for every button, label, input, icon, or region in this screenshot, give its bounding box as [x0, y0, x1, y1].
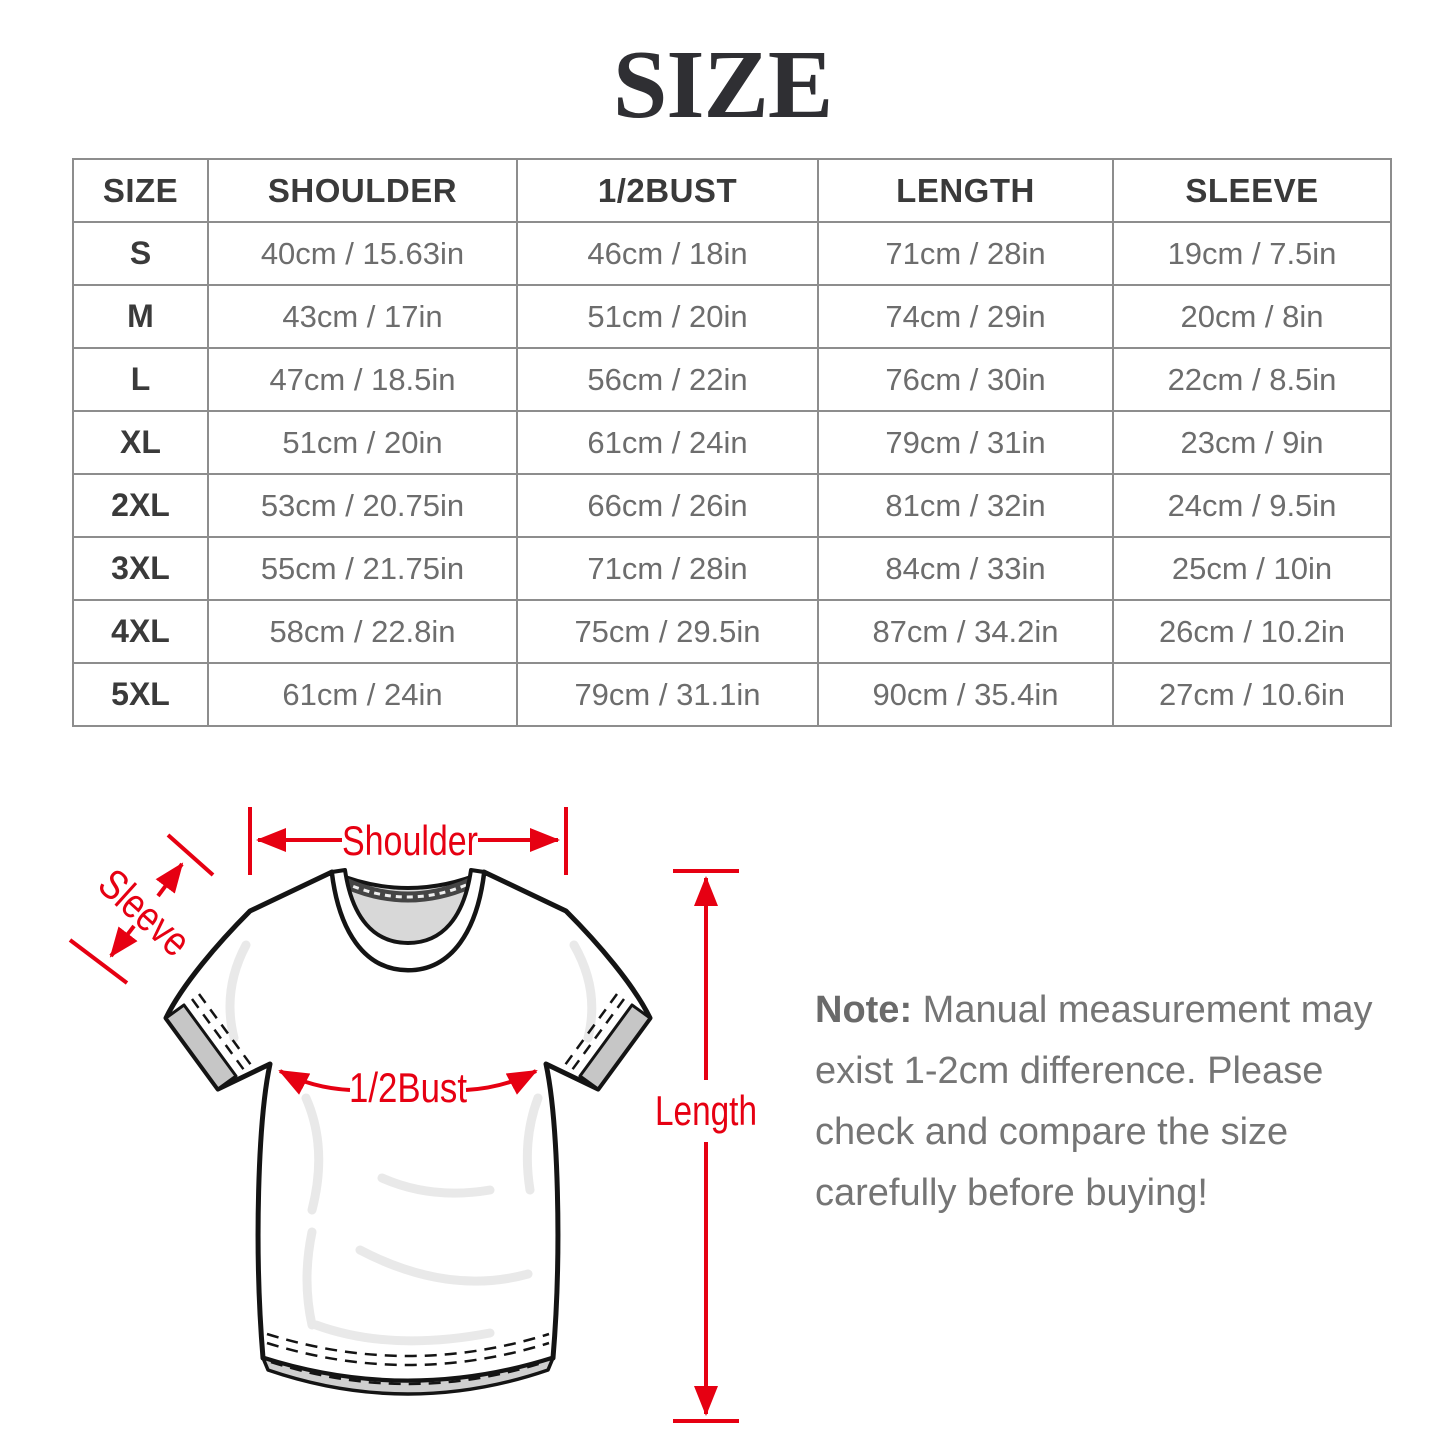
- measurement-cell: 71cm / 28in: [516, 536, 819, 601]
- note-label: Note:: [815, 989, 913, 1031]
- measurement-cell: 27cm / 10.6in: [1112, 662, 1392, 727]
- measurement-cell: 51cm / 20in: [207, 410, 518, 475]
- table-row: 3XL 55cm / 21.75in 71cm / 28in 84cm / 33…: [72, 536, 1392, 601]
- table-row: 4XL 58cm / 22.8in 75cm / 29.5in 87cm / 3…: [72, 599, 1392, 664]
- measurement-cell: 43cm / 17in: [207, 284, 518, 349]
- size-label: M: [72, 284, 209, 349]
- table-row: M 43cm / 17in 51cm / 20in 74cm / 29in 20…: [72, 284, 1392, 349]
- measurement-cell: 19cm / 7.5in: [1112, 221, 1392, 286]
- size-label: 3XL: [72, 536, 209, 601]
- size-label: 4XL: [72, 599, 209, 664]
- column-header-bust: 1/2BUST: [516, 158, 819, 223]
- sleeve-label: Sleeve: [90, 859, 200, 965]
- hem-stitches: [266, 1332, 550, 1386]
- measurement-cell: 81cm / 32in: [817, 473, 1114, 538]
- tshirt-measurement-diagram: Shoulder Sleeve 1/2Bust Length: [68, 807, 757, 1423]
- left-cuff: [164, 1003, 238, 1091]
- note-text: Manual measurement may exist 1-2cm diffe…: [815, 989, 1373, 1214]
- right-cuff-stitches: [563, 993, 626, 1071]
- measurement-cell: 66cm / 26in: [516, 473, 819, 538]
- table-row: L 47cm / 18.5in 56cm / 22in 76cm / 30in …: [72, 347, 1392, 412]
- measurement-cell: 58cm / 22.8in: [207, 599, 518, 664]
- table-header-row: SIZE SHOULDER 1/2BUST LENGTH SLEEVE: [72, 158, 1392, 223]
- size-label: S: [72, 221, 209, 286]
- measurement-cell: 26cm / 10.2in: [1112, 599, 1392, 664]
- left-cuff-stitches: [190, 993, 253, 1071]
- column-header-length: LENGTH: [817, 158, 1114, 223]
- dimension-annotations: [68, 807, 739, 1423]
- measurement-cell: 61cm / 24in: [516, 410, 819, 475]
- measurement-cell: 24cm / 9.5in: [1112, 473, 1392, 538]
- collar-band: [330, 868, 486, 972]
- table-row: 5XL 61cm / 24in 79cm / 31.1in 90cm / 35.…: [72, 662, 1392, 727]
- measurement-cell: 74cm / 29in: [817, 284, 1114, 349]
- table-row: S 40cm / 15.63in 46cm / 18in 71cm / 28in…: [72, 221, 1392, 286]
- measurement-note: Note: Manual measurement may exist 1-2cm…: [815, 980, 1395, 1224]
- measurement-cell: 79cm / 31in: [817, 410, 1114, 475]
- length-label: Length: [655, 1087, 757, 1134]
- collar-braid-stitches: [342, 880, 474, 899]
- wrinkle-shading: [225, 940, 597, 1346]
- bust-label: 1/2Bust: [349, 1064, 467, 1111]
- tshirt-illustration: [163, 868, 653, 1396]
- size-table: SIZE SHOULDER 1/2BUST LENGTH SLEEVE S 40…: [72, 158, 1392, 727]
- size-label: 2XL: [72, 473, 209, 538]
- measurement-cell: 23cm / 9in: [1112, 410, 1392, 475]
- length-dimension: [673, 869, 739, 1423]
- measurement-cell: 76cm / 30in: [817, 347, 1114, 412]
- measurement-cell: 25cm / 10in: [1112, 536, 1392, 601]
- measurement-cell: 90cm / 35.4in: [817, 662, 1114, 727]
- measurement-cell: 20cm / 8in: [1112, 284, 1392, 349]
- column-header-sleeve: SLEEVE: [1112, 158, 1392, 223]
- column-header-shoulder: SHOULDER: [207, 158, 518, 223]
- size-label: 5XL: [72, 662, 209, 727]
- shoulder-dimension: [248, 807, 568, 875]
- measurement-cell: 55cm / 21.75in: [207, 536, 518, 601]
- measurement-cell: 51cm / 20in: [516, 284, 819, 349]
- measurement-cell: 75cm / 29.5in: [516, 599, 819, 664]
- size-label: L: [72, 347, 209, 412]
- measurement-cell: 61cm / 24in: [207, 662, 518, 727]
- sleeve-dimension: [68, 833, 215, 985]
- size-label: XL: [72, 410, 209, 475]
- measurement-cell: 22cm / 8.5in: [1112, 347, 1392, 412]
- table-row: 2XL 53cm / 20.75in 66cm / 26in 81cm / 32…: [72, 473, 1392, 538]
- measurement-cell: 56cm / 22in: [516, 347, 819, 412]
- hem-lip: [261, 1356, 555, 1396]
- measurement-cell: 79cm / 31.1in: [516, 662, 819, 727]
- shoulder-label: Shoulder: [342, 817, 478, 864]
- right-cuff: [578, 1003, 652, 1091]
- measurement-cell: 71cm / 28in: [817, 221, 1114, 286]
- page-title: SIZE: [612, 31, 833, 139]
- table-row: XL 51cm / 20in 61cm / 24in 79cm / 31in 2…: [72, 410, 1392, 475]
- column-header-size: SIZE: [72, 158, 209, 223]
- measurement-cell: 84cm / 33in: [817, 536, 1114, 601]
- bust-dimension: [278, 1069, 538, 1095]
- measurement-cell: 47cm / 18.5in: [207, 347, 518, 412]
- measurement-cell: 53cm / 20.75in: [207, 473, 518, 538]
- measurement-cell: 40cm / 15.63in: [207, 221, 518, 286]
- measurement-cell: 87cm / 34.2in: [817, 599, 1114, 664]
- measurement-cell: 46cm / 18in: [516, 221, 819, 286]
